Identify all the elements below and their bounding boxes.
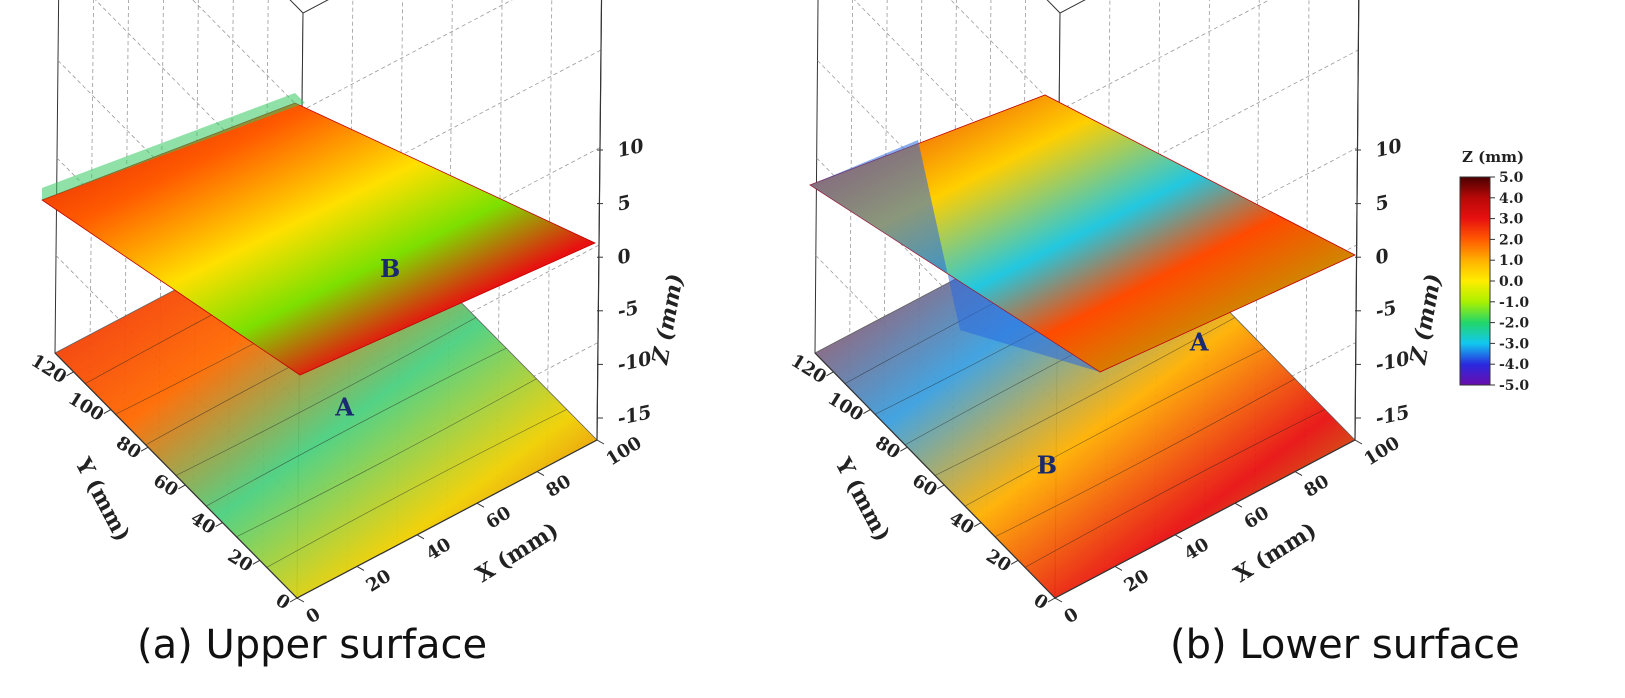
caption-lower-surface: (b) Lower surface [1170,622,1520,668]
z-tick-label: -5 [615,297,640,323]
colorbar-label: -2.0 [1499,316,1529,332]
y-tick [1047,597,1056,603]
x-tick [1354,439,1363,445]
colorbar-label: 2.0 [1499,232,1524,248]
x-tick [1174,534,1183,540]
x-tick [1234,502,1243,508]
z-tick-label: 5 [1373,191,1391,215]
z-tick-label: 10 [615,135,645,162]
y-tick [289,597,298,603]
grid-line [950,0,1270,111]
x-tick [476,502,485,508]
y-tick [252,559,261,565]
x-tick [296,597,305,603]
colorbar-label: 4.0 [1499,191,1524,207]
x-tick-label: 20 [1121,566,1153,597]
contour-line [236,378,537,538]
y-tick [1010,559,1019,565]
x-tick [1114,565,1123,571]
y-tick [140,446,149,452]
colorbar-label: -1.0 [1499,295,1529,311]
y-tick [66,371,74,377]
x-tick-label: 40 [1181,534,1213,565]
y-tick [863,409,871,414]
grid-line [853,0,1359,209]
z-tick-label: 5 [615,191,633,215]
colorbar: Z (mm) 5.0 4.0 3.0 2.0 1.0 0.0 -1.0 -2.0 -3.0 -4.0… [1459,148,1529,394]
annotation-a: A [1189,328,1209,357]
y-tick [178,484,186,490]
surface-side [810,140,1100,372]
y-axis-label: Y (mm) [69,453,135,546]
x-tick-label: 20 [363,566,395,597]
x-tick-label: 80 [1301,471,1333,502]
y-axis-line [54,352,298,599]
colorbar-label: 0.0 [1499,274,1524,290]
colorbar-label: -4.0 [1499,357,1529,373]
y-tick [215,522,223,528]
z-tick-label: 0 [1373,245,1391,269]
z-tick-label: 0 [615,245,633,269]
x-tick [596,439,605,445]
x-tick-label: 80 [543,471,575,502]
contour-line [175,317,477,476]
z-axis-line [1354,0,1360,441]
z-axis-line [596,0,603,441]
colorbar-title: Z (mm) [1462,148,1524,166]
surface-plot-upper: 0204060801000204060801001201050-5-10-15X… [27,0,689,628]
annotation-a: A [334,392,354,421]
surface-side [42,93,305,200]
x-axis-label: X (mm) [1229,517,1321,588]
x-tick [536,471,545,477]
caption-upper-surface: (a) Upper surface [137,622,488,668]
y-axis-line [814,352,1056,599]
x-axis-line [296,439,598,599]
contour-line [266,409,567,568]
x-tick-label: 40 [423,534,455,565]
colorbar-label: 1.0 [1499,253,1524,269]
colorbar-ramp [1459,176,1491,386]
z-tick-label: 10 [1373,135,1403,162]
annotation-b: B [1037,451,1057,480]
contour-line [206,347,507,507]
z-tick-label: -5 [1373,297,1398,323]
surface-plot-lower: 0204060801000204060801001201050-5-10-15X… [787,0,1447,628]
contour-line [934,317,1236,476]
z-axis-label: Z (mm) [647,272,689,367]
y-tick [973,522,982,528]
colorbar-label: 3.0 [1499,212,1524,228]
x-axis-label: X (mm) [471,517,563,588]
y-tick [936,484,945,490]
colorbar-label: -5.0 [1499,378,1529,394]
z-axis-label: Z (mm) [1405,272,1447,367]
x-tick [1054,597,1063,603]
contour-line [964,347,1266,507]
contour-line [994,378,1296,538]
x-axis-line [1054,439,1356,599]
colorbar-label: -3.0 [1499,336,1529,352]
x-tick [416,534,425,540]
z-tick-label: -15 [615,401,653,430]
x-tick-label: 0 [1061,604,1083,628]
y-tick [826,371,834,377]
x-tick [356,565,365,571]
x-tick-label: 60 [1241,502,1273,533]
z-tick-label: -15 [1373,401,1411,430]
grid-line [817,60,1358,306]
x-tick-label: 100 [603,433,646,471]
x-tick [1294,471,1303,477]
annotation-b: B [380,254,400,283]
contour-line [1024,409,1326,568]
y-tick [900,446,908,452]
y-axis-label: Y (mm) [829,453,895,546]
colorbar-label: 5.0 [1499,170,1524,186]
x-tick-label: 100 [1361,433,1404,471]
y-tick [103,409,112,414]
x-tick-label: 60 [483,502,515,533]
